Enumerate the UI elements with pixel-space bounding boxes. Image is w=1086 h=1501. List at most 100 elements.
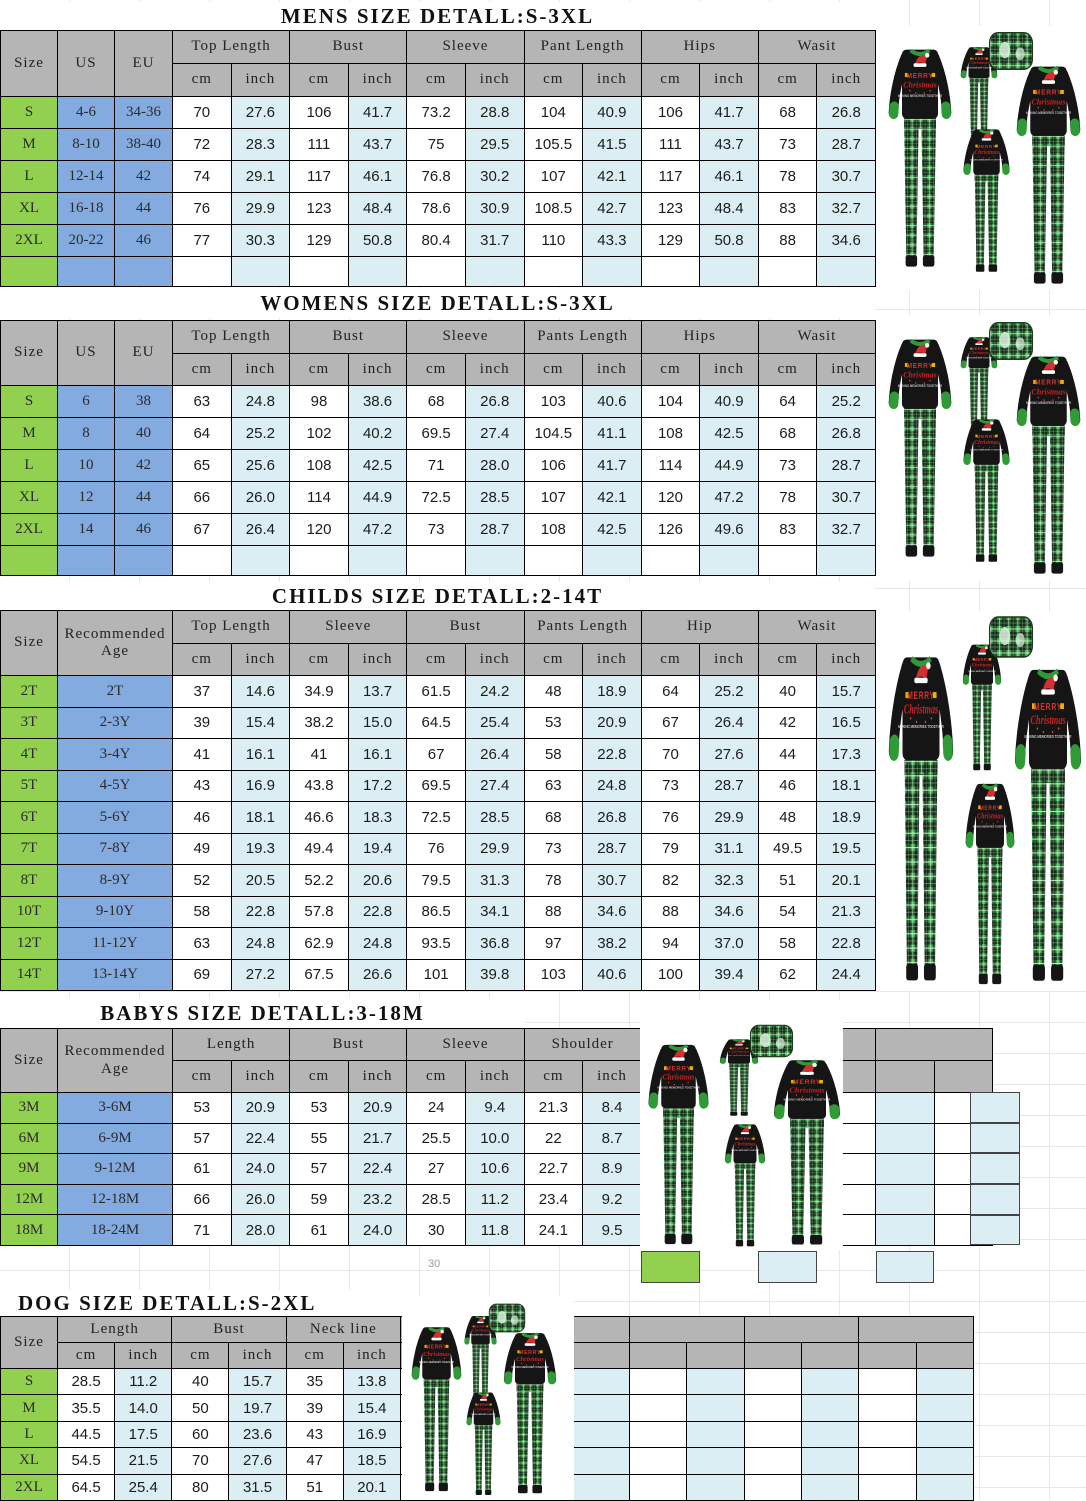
measurement-cell: 27.6	[699, 738, 759, 771]
measurement-cell: 24.8	[230, 385, 291, 418]
measurement-cell: 86.5	[406, 895, 466, 928]
measurement-cell: 50.8	[347, 224, 408, 257]
measurement-cell: 30.2	[464, 160, 525, 193]
measurement-cell: 10.6	[464, 1153, 525, 1185]
measurement-cell: 17.5	[114, 1420, 173, 1449]
empty-cell	[801, 1394, 860, 1422]
measurement-cell: 24.0	[347, 1214, 408, 1246]
measurement-cell: 22.4	[230, 1122, 291, 1155]
size-row-5T: 5T 4-5Y 43 16.9 43.8 17.2 69.5 27.4 63 24.8 73 28.7…	[0, 769, 876, 802]
measurement-cell: 62	[757, 958, 818, 991]
measurement-cell: 78	[523, 864, 584, 897]
size-label-cell: XL	[0, 481, 58, 514]
measure-group-header: Length	[171, 1028, 291, 1061]
measurement-cell: 47	[285, 1447, 344, 1475]
measure-group-header: Top Length	[171, 320, 291, 354]
id-value-cell: 4-5Y	[57, 769, 173, 802]
measurement-cell: 78	[757, 160, 818, 193]
measurement-cell: 29.5	[464, 128, 525, 161]
measurement-cell: 73	[640, 769, 701, 802]
measurement-cell: 28.7	[699, 769, 759, 802]
id-value-cell: 46	[114, 224, 173, 257]
measurement-cell: 25.2	[699, 675, 759, 708]
measurement-cell: 50	[171, 1394, 230, 1422]
measure-group-header: Bust	[289, 320, 408, 354]
measurement-cell: 8.4	[582, 1092, 642, 1124]
measure-group-header: Length	[56, 1316, 173, 1343]
measurement-cell: 46.6	[289, 801, 349, 834]
measurement-cell: 57	[289, 1153, 349, 1185]
measurement-cell: 72	[172, 128, 232, 161]
empty-cell	[464, 545, 525, 576]
empty-cell	[347, 545, 408, 576]
empty-cell	[640, 256, 701, 287]
measurement-cell: 31.3	[464, 864, 525, 897]
measurement-cell: 120	[640, 481, 701, 514]
measurement-cell: 110	[523, 224, 584, 257]
empty-cell	[858, 1420, 917, 1449]
measurement-cell: 27.6	[228, 1447, 287, 1475]
unit-header: inch	[230, 353, 291, 386]
pajama-figure	[500, 1326, 560, 1498]
measurement-cell: 18.9	[816, 801, 876, 834]
measurement-cell: 94	[640, 927, 701, 960]
measurement-cell: 46	[757, 769, 818, 802]
measurement-cell: 100	[640, 958, 701, 991]
measurement-cell: 71	[172, 1214, 232, 1246]
childs-size-table: Size Recommended Age Top Length Sleeve Bust P…	[0, 610, 877, 991]
size-label-cell: L	[0, 160, 58, 193]
measurement-cell: 38.6	[347, 385, 408, 418]
measurement-cell: 54.5	[56, 1447, 116, 1475]
measurement-cell: 68	[523, 801, 584, 834]
babys-size-table: Size Recommended Age Length Bust Sleeve Shoul…	[0, 1028, 994, 1246]
measurement-cell: 40.2	[347, 417, 408, 450]
unit-header: cm	[757, 63, 818, 97]
measurement-cell: 61	[289, 1214, 349, 1246]
empty-cell	[582, 545, 642, 576]
unit-header: cm	[523, 1060, 584, 1093]
mens-size-table: Size US EU Top Length Bust Sleeve Pant Length H…	[0, 30, 877, 287]
pajama-figure	[722, 1119, 768, 1250]
size-row-M: M 8 40 64 25.2 102 40.2 69.5 27.4 104.5 41.1 108 42.…	[0, 417, 876, 450]
unit-header: inch	[816, 353, 876, 386]
size-row-2T: 2T 2T 37 14.6 34.9 13.7 61.5 24.2 48 18.9 64 25.2 40…	[0, 675, 876, 708]
measure-group-header: Sleeve	[406, 1028, 525, 1061]
empty-cell	[347, 256, 408, 287]
size-label-cell: 2XL	[0, 513, 58, 546]
empty-cell	[858, 1473, 917, 1501]
unit-header: cm	[640, 353, 701, 386]
empty-cell	[743, 1394, 803, 1422]
product-photo-childs	[876, 612, 1086, 990]
size-row-XL: XL 12 44 66 26.0 114 44.9 72.5 28.5 107 42.1 120 47.…	[0, 481, 876, 514]
measurement-cell: 48	[757, 801, 818, 834]
measurement-cell: 106	[289, 96, 349, 129]
measurement-cell: 24	[406, 1092, 466, 1124]
measurement-cell: 27.2	[230, 958, 291, 991]
measurement-cell: 93.5	[406, 927, 466, 960]
measurement-cell: 42	[757, 706, 818, 739]
size-label-cell: 8T	[0, 864, 58, 897]
stray-green-cell	[641, 1251, 700, 1283]
measurement-cell: 17.2	[347, 769, 408, 802]
column-header-size: Size	[0, 1316, 58, 1369]
empty-cell	[686, 1447, 745, 1475]
unit-header	[858, 1342, 917, 1369]
unit-header	[743, 1342, 803, 1369]
plaid-balaclava	[988, 616, 1034, 658]
pajama-figure	[960, 123, 1013, 276]
measurement-cell: 30.7	[816, 160, 876, 193]
measurement-cell: 41	[289, 738, 349, 771]
measurement-cell: 21.5	[114, 1447, 173, 1475]
measure-group-header: Pant Length	[523, 30, 642, 64]
measurement-cell: 54	[757, 895, 818, 928]
measurement-cell: 107	[523, 160, 584, 193]
unit-header: inch	[582, 1060, 642, 1093]
id-value-cell: 13-14Y	[57, 958, 173, 991]
measurement-cell: 58	[172, 895, 232, 928]
empty-cell	[571, 1420, 631, 1449]
measurement-cell: 48.4	[699, 192, 759, 225]
unit-header: cm	[289, 643, 349, 676]
measurement-cell: 23.4	[523, 1183, 584, 1216]
column-header-recommended-age: Recommended Age	[57, 610, 173, 676]
measurement-cell: 40	[757, 675, 818, 708]
